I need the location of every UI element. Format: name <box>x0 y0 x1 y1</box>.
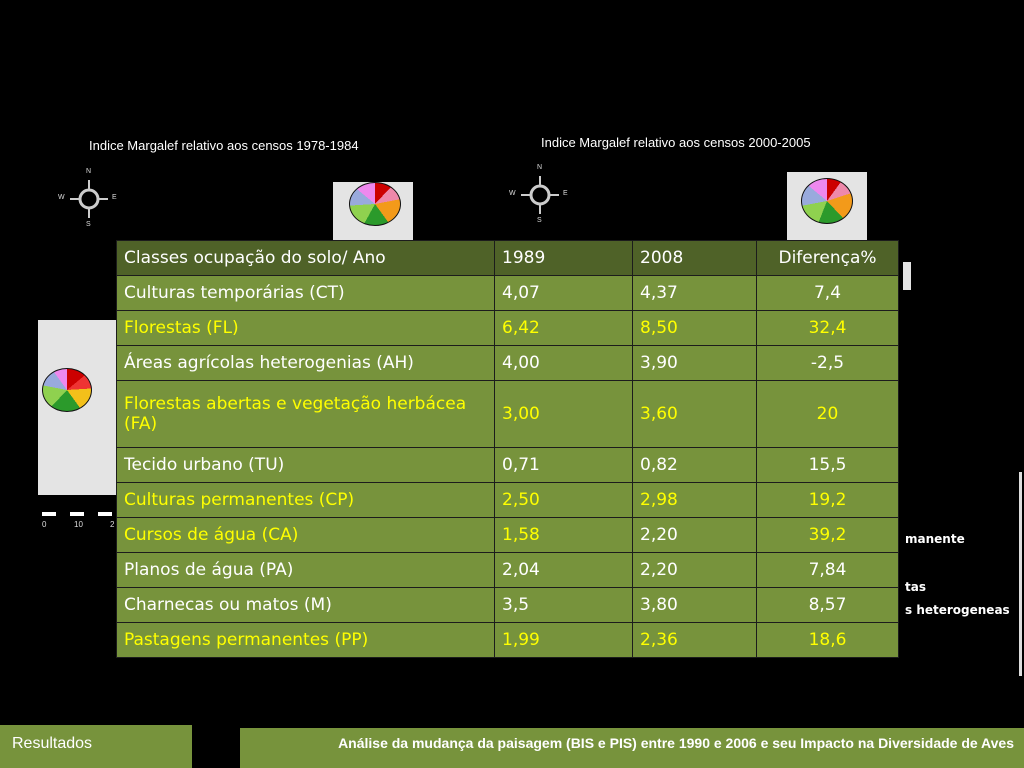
cell-classe: Pastagens permanentes (PP) <box>116 622 495 658</box>
scale-tick-10: 10 <box>74 520 83 529</box>
section-label: Resultados <box>0 725 192 768</box>
header-1989: 1989 <box>494 240 633 276</box>
right-compass-icon: N S W E <box>509 164 571 226</box>
cell-dif: 7,84 <box>756 552 899 588</box>
pie-chart-icon <box>349 182 401 226</box>
table-row: Áreas agrícolas heterogenias (AH) 4,00 3… <box>116 345 899 381</box>
table-row: Tecido urbano (TU) 0,71 0,82 15,5 <box>116 447 899 483</box>
cell-2008: 3,60 <box>632 380 757 448</box>
cell-2008: 8,50 <box>632 310 757 346</box>
legend-border <box>1019 472 1022 676</box>
cell-1989: 4,07 <box>494 275 633 311</box>
cell-dif: 20 <box>756 380 899 448</box>
compass-w: W <box>509 190 516 197</box>
cell-classe: Culturas permanentes (CP) <box>116 482 495 518</box>
map-scale-bar: 0 10 2 <box>42 512 114 529</box>
cell-1989: 3,00 <box>494 380 633 448</box>
cell-1989: 4,00 <box>494 345 633 381</box>
cell-2008: 2,36 <box>632 622 757 658</box>
cell-classe: Florestas (FL) <box>116 310 495 346</box>
cell-2008: 4,37 <box>632 275 757 311</box>
pie-chart-icon <box>42 368 92 412</box>
right-map-title: Indice Margalef relativo aos censos 2000… <box>541 135 811 150</box>
header-2008: 2008 <box>632 240 757 276</box>
scale-tick-0: 0 <box>42 520 47 529</box>
legend-fragment-3: s heterogeneas <box>905 603 1010 617</box>
cell-dif: 8,57 <box>756 587 899 623</box>
cell-dif: 15,5 <box>756 447 899 483</box>
compass-w: W <box>58 194 65 201</box>
cell-1989: 2,50 <box>494 482 633 518</box>
cell-1989: 1,58 <box>494 517 633 553</box>
legend-fragment-2: tas <box>905 580 926 594</box>
cell-classe: Cursos de água (CA) <box>116 517 495 553</box>
cell-1989: 6,42 <box>494 310 633 346</box>
table-row: Cursos de água (CA) 1,58 2,20 39,2 <box>116 517 899 553</box>
right-map-region-east <box>903 262 911 290</box>
cell-2008: 0,82 <box>632 447 757 483</box>
cell-1989: 3,5 <box>494 587 633 623</box>
cell-dif: 7,4 <box>756 275 899 311</box>
header-classes: Classes ocupação do solo/ Ano <box>116 240 495 276</box>
cell-dif: 19,2 <box>756 482 899 518</box>
cell-classe: Planos de água (PA) <box>116 552 495 588</box>
table-row: Planos de água (PA) 2,04 2,20 7,84 <box>116 552 899 588</box>
cell-2008: 3,80 <box>632 587 757 623</box>
cell-classe: Florestas abertas e vegetação herbácea (… <box>116 380 495 448</box>
compass-n: N <box>86 168 92 175</box>
cell-classe: Culturas temporárias (CT) <box>116 275 495 311</box>
cell-dif: -2,5 <box>756 345 899 381</box>
cell-1989: 0,71 <box>494 447 633 483</box>
cell-1989: 1,99 <box>494 622 633 658</box>
legend-fragment-1: manente <box>905 532 965 546</box>
table-row: Charnecas ou matos (M) 3,5 3,80 8,57 <box>116 587 899 623</box>
compass-s: S <box>537 217 542 224</box>
land-use-table: Classes ocupação do solo/ Ano 1989 2008 … <box>116 240 899 658</box>
pie-chart-icon <box>801 178 853 224</box>
left-map-title: Indice Margalef relativo aos censos 1978… <box>89 138 359 153</box>
scale-tick-20: 2 <box>110 520 115 529</box>
compass-e: E <box>112 194 117 201</box>
cell-dif: 32,4 <box>756 310 899 346</box>
table-header-row: Classes ocupação do solo/ Ano 1989 2008 … <box>116 240 899 276</box>
cell-dif: 18,6 <box>756 622 899 658</box>
table-row: Pastagens permanentes (PP) 1,99 2,36 18,… <box>116 622 899 658</box>
compass-s: S <box>86 221 91 228</box>
left-compass-icon: N S W E <box>58 168 120 230</box>
presentation-title: Análise da mudança da paisagem (BIS e PI… <box>240 728 1024 768</box>
table-row: Culturas temporárias (CT) 4,07 4,37 7,4 <box>116 275 899 311</box>
cell-1989: 2,04 <box>494 552 633 588</box>
table-row: Florestas (FL) 6,42 8,50 32,4 <box>116 310 899 346</box>
cell-classe: Áreas agrícolas heterogenias (AH) <box>116 345 495 381</box>
cell-2008: 2,20 <box>632 517 757 553</box>
table-row: Florestas abertas e vegetação herbácea (… <box>116 380 899 448</box>
cell-2008: 2,20 <box>632 552 757 588</box>
cell-dif: 39,2 <box>756 517 899 553</box>
cell-2008: 3,90 <box>632 345 757 381</box>
cell-2008: 2,98 <box>632 482 757 518</box>
header-diferenca: Diferença% <box>756 240 899 276</box>
compass-n: N <box>537 164 543 171</box>
table-row: Culturas permanentes (CP) 2,50 2,98 19,2 <box>116 482 899 518</box>
compass-e: E <box>563 190 568 197</box>
cell-classe: Tecido urbano (TU) <box>116 447 495 483</box>
cell-classe: Charnecas ou matos (M) <box>116 587 495 623</box>
